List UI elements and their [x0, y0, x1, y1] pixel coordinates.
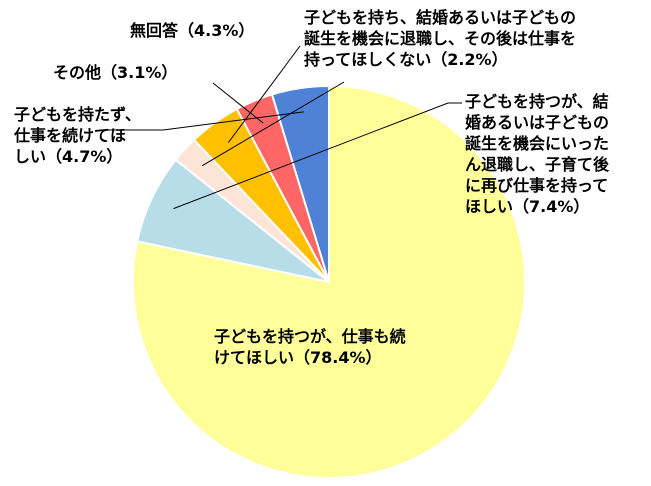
leader-line	[227, 45, 301, 143]
slice-no-children-keep-working	[270, 84, 330, 283]
leader-line	[173, 102, 462, 210]
leader-line	[201, 81, 345, 167]
slice-label-quit-permanently: 子どもを持ち、結婚あるいは子どもの 誕生を機会に退職し、その後は仕事を 持ってほ…	[304, 8, 577, 69]
leader-line	[212, 82, 264, 124]
slice-label-other: その他（3.1%）	[53, 63, 178, 82]
slice-label-continue-working: 子どもを持つが、仕事も続 けてほしい（78.4%）	[214, 327, 406, 367]
slice-label-no-answer: 無回答（4.3%）	[130, 21, 255, 40]
slice-label-no-children-keep-working: 子どもを持たず、 仕事を続けてほ しい（4.7%）	[14, 105, 141, 166]
slice-label-quit-then-return: 子どもを持つが、結 婚あるいは子どもの 誕生を機会にいった ん退職し、子育て後 …	[465, 92, 610, 216]
leader-line	[108, 111, 304, 131]
